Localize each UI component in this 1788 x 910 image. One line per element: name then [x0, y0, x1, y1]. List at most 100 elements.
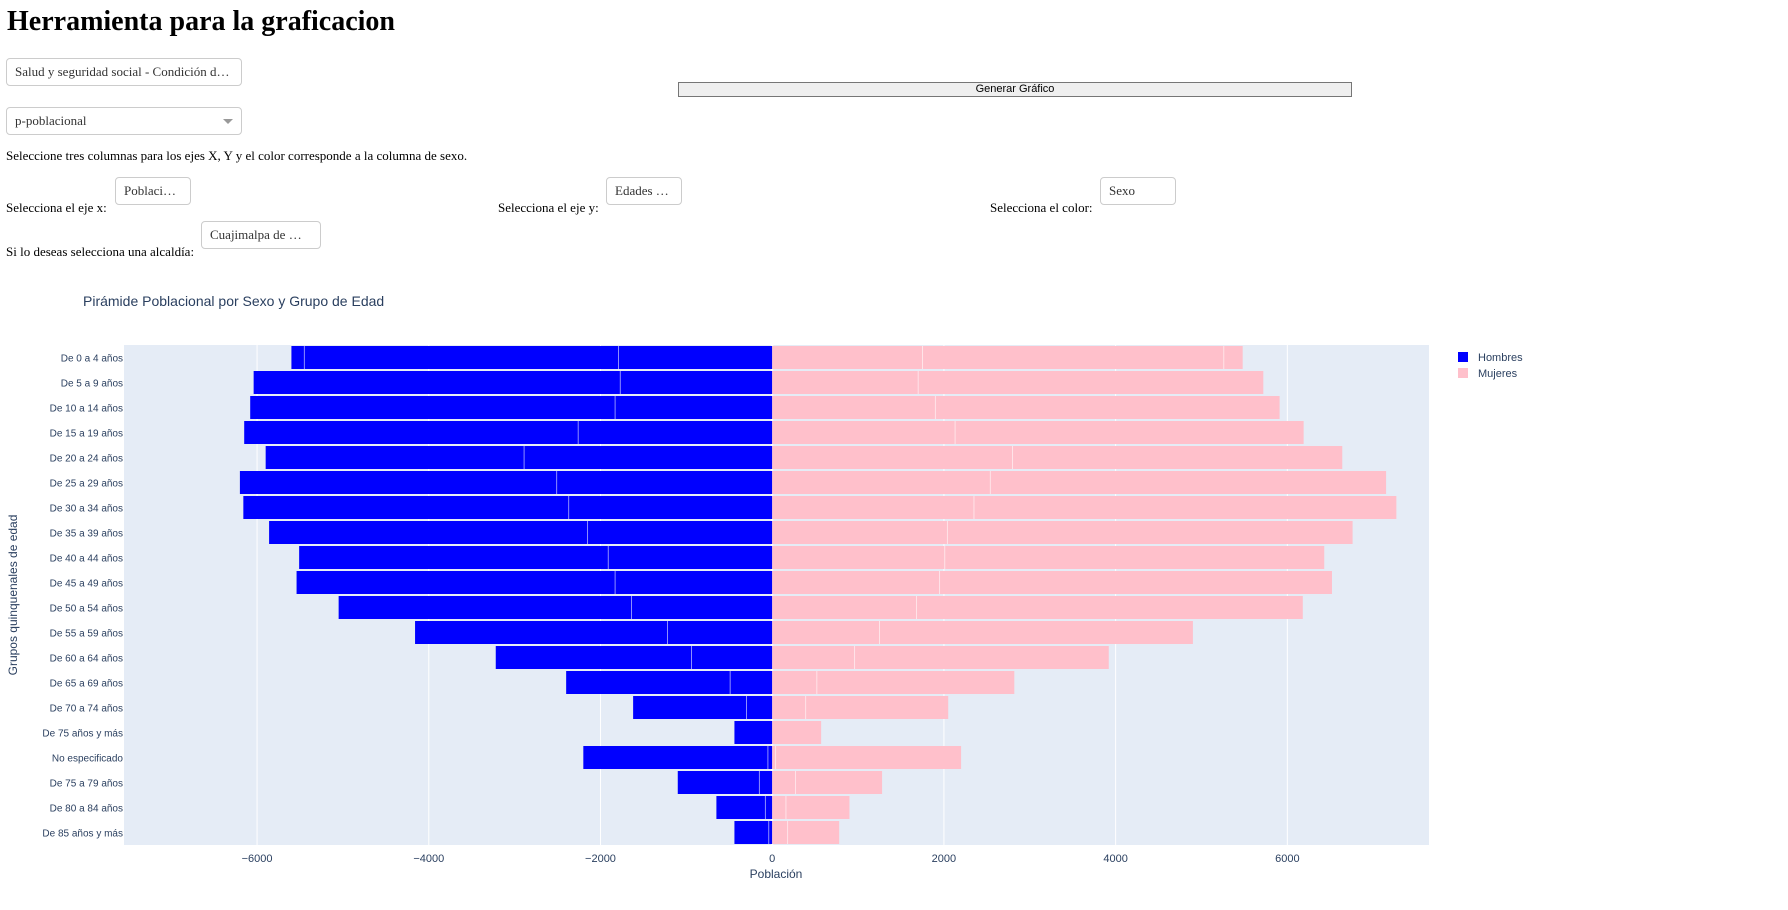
y-axis-dropdown[interactable]: Edades … — [606, 177, 682, 205]
bar-mujeres[interactable] — [772, 421, 1304, 444]
chevron-down-icon[interactable] — [223, 118, 233, 124]
bar-mujeres[interactable] — [772, 746, 962, 769]
bar-hombres[interactable] — [243, 496, 773, 519]
bar-hombres[interactable] — [253, 371, 773, 394]
y-tick-label: No especificado — [52, 754, 124, 765]
bar-mujeres[interactable] — [772, 721, 822, 744]
bar-hombres[interactable] — [495, 646, 773, 669]
bar-mujeres[interactable] — [772, 771, 883, 794]
x-axis-title: Población — [750, 867, 803, 881]
x-axis-select-label: Selecciona el eje x: — [6, 200, 107, 215]
y-tick-label: De 55 a 59 años — [50, 629, 123, 640]
legend-label-mujeres[interactable]: Mujeres — [1478, 368, 1518, 380]
y-tick-label: De 20 a 24 años — [50, 454, 123, 465]
bar-hombres[interactable] — [250, 396, 773, 419]
x-axis-dropdown[interactable]: Poblacio… — [115, 177, 191, 205]
y-tick-label: De 0 a 4 años — [61, 354, 123, 365]
y-tick-labels: De 0 a 4 años De 5 a 9 años De 10 a 14 año… — [42, 354, 123, 840]
bar-mujeres[interactable] — [772, 796, 850, 819]
table-dropdown-value: p-poblacional — [15, 113, 87, 128]
bar-mujeres[interactable] — [772, 521, 1353, 544]
color-dropdown-value: Sexo — [1109, 183, 1135, 198]
bar-hombres[interactable] — [296, 571, 773, 594]
x-tick-label: −4000 — [413, 853, 444, 865]
bar-mujeres[interactable] — [772, 371, 1264, 394]
bar-hombres[interactable] — [269, 521, 773, 544]
y-tick-label: De 85 años y más — [42, 829, 123, 840]
bar-hombres[interactable] — [583, 746, 773, 769]
y-tick-label: De 50 a 54 años — [50, 604, 123, 615]
y-tick-label: De 40 a 44 años — [50, 554, 123, 565]
bar-mujeres[interactable] — [772, 646, 1109, 669]
y-tick-label: De 10 a 14 años — [50, 404, 123, 415]
bar-hombres[interactable] — [239, 471, 773, 494]
generate-chart-button[interactable]: Generar Gráfico — [678, 82, 1352, 97]
chart-title: Pirámide Poblacional por Sexo y Grupo de… — [83, 293, 384, 309]
color-dropdown[interactable]: Sexo — [1100, 177, 1176, 205]
bar-mujeres[interactable] — [772, 696, 949, 719]
bar-mujeres[interactable] — [772, 596, 1303, 619]
y-tick-label: De 70 a 74 años — [50, 704, 123, 715]
y-tick-label: De 45 a 49 años — [50, 579, 123, 590]
bar-hombres[interactable] — [415, 621, 773, 644]
x-tick-label: 6000 — [1275, 853, 1299, 865]
bar-mujeres[interactable] — [772, 471, 1387, 494]
bar-mujeres[interactable] — [772, 571, 1332, 594]
table-dropdown[interactable]: p-poblacional — [6, 107, 242, 135]
bars — [239, 346, 1397, 844]
y-tick-label: De 80 a 84 años — [50, 804, 123, 815]
bar-hombres[interactable] — [734, 721, 773, 744]
instructions-text: Seleccione tres columnas para los ejes X… — [6, 148, 468, 163]
legend-swatch-hombres[interactable] — [1458, 352, 1468, 362]
alcaldia-select-label: Si lo deseas selecciona una alcaldía: — [6, 244, 195, 259]
bar-mujeres[interactable] — [772, 621, 1193, 644]
bar-hombres[interactable] — [566, 671, 773, 694]
x-tick-label: 4000 — [1103, 853, 1127, 865]
y-tick-label: De 75 años y más — [42, 729, 123, 740]
y-axis-select-label: Selecciona el eje y: — [498, 200, 599, 215]
y-tick-label: De 30 a 34 años — [50, 504, 123, 515]
bar-hombres[interactable] — [338, 596, 773, 619]
bar-mujeres[interactable] — [772, 671, 1015, 694]
y-tick-label: De 25 a 29 años — [50, 479, 123, 490]
x-tick-label: −2000 — [585, 853, 616, 865]
page-title: Herramienta para la graficacion — [7, 6, 396, 37]
y-tick-label: De 5 a 9 años — [61, 379, 123, 390]
legend-swatch-mujeres[interactable] — [1458, 368, 1468, 378]
bar-hombres[interactable] — [677, 771, 773, 794]
y-tick-label: De 15 a 19 años — [50, 429, 123, 440]
dataset-dropdown[interactable]: Salud y seguridad social - Condición d… — [6, 58, 242, 86]
y-axis-title: Grupos quinquenales de edad — [6, 515, 20, 676]
bar-hombres[interactable] — [291, 346, 773, 369]
x-tick-label: 0 — [769, 853, 775, 865]
legend[interactable]: Hombres Mujeres — [1458, 352, 1523, 380]
bar-mujeres[interactable] — [772, 396, 1280, 419]
y-tick-label: De 60 a 64 años — [50, 654, 123, 665]
bar-mujeres[interactable] — [772, 496, 1397, 519]
bar-mujeres[interactable] — [772, 346, 1243, 369]
y-tick-label: De 65 a 69 años — [50, 679, 123, 690]
dataset-dropdown-value: Salud y seguridad social - Condición d… — [15, 64, 230, 79]
bar-mujeres[interactable] — [772, 546, 1325, 569]
bar-hombres[interactable] — [633, 696, 773, 719]
alcaldia-dropdown-value: Cuajimalpa de … — [210, 227, 302, 242]
x-tick-label: −6000 — [242, 853, 273, 865]
y-tick-label: De 75 a 79 años — [50, 779, 123, 790]
bar-hombres[interactable] — [716, 796, 773, 819]
bar-hombres[interactable] — [244, 421, 773, 444]
x-tick-labels: −6000 −4000 −2000 0 2000 4000 6000 — [242, 853, 1300, 865]
x-axis-dropdown-value: Poblacio… — [124, 183, 182, 198]
color-select-label: Selecciona el color: — [990, 200, 1093, 215]
population-pyramid-chart: Pirámide Poblacional por Sexo y Grupo de… — [6, 293, 1523, 881]
alcaldia-dropdown[interactable]: Cuajimalpa de … — [201, 221, 321, 249]
bar-hombres[interactable] — [299, 546, 773, 569]
legend-label-hombres[interactable]: Hombres — [1478, 352, 1523, 364]
y-axis-dropdown-value: Edades … — [615, 183, 669, 198]
plot-background — [124, 345, 1429, 845]
bar-mujeres[interactable] — [772, 446, 1343, 469]
bar-hombres[interactable] — [265, 446, 773, 469]
x-tick-label: 2000 — [932, 853, 956, 865]
y-tick-label: De 35 a 39 años — [50, 529, 123, 540]
bar-mujeres[interactable] — [772, 821, 840, 844]
bar-hombres[interactable] — [734, 821, 773, 844]
